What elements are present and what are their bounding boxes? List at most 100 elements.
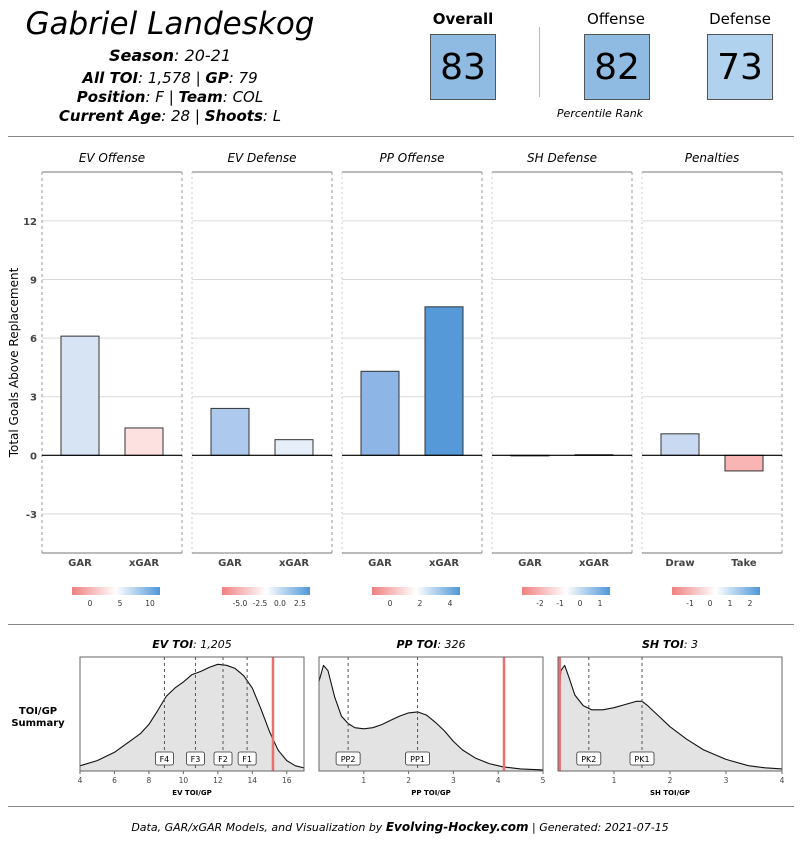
line-label-pp2: PP2 bbox=[341, 755, 356, 764]
x-tick-label: 4 bbox=[496, 776, 501, 785]
x-tick-label: 12 bbox=[213, 776, 223, 785]
x-tick-label: Take bbox=[731, 558, 757, 569]
x-tick-label: 8 bbox=[147, 776, 152, 785]
line-label-box bbox=[237, 751, 257, 766]
x-tick-label: 3 bbox=[724, 776, 729, 785]
team-label: Team bbox=[178, 88, 223, 106]
legend-tick-label: 1 bbox=[728, 599, 733, 608]
x-tick-label: xGAR bbox=[579, 558, 609, 569]
toi-title-label: PP TOI bbox=[396, 638, 437, 651]
legend-colorbar bbox=[522, 587, 610, 595]
toi-title-label: EV TOI bbox=[152, 638, 193, 651]
x-tick-label: GAR bbox=[518, 558, 542, 569]
density-line bbox=[318, 664, 544, 771]
legend-tick-label: -5.0 bbox=[233, 599, 248, 608]
line-label-box bbox=[213, 751, 233, 766]
panel-title: PP Offense bbox=[379, 151, 444, 165]
x-tick-label: xGAR bbox=[279, 558, 309, 569]
offense-label: Offense bbox=[587, 10, 645, 28]
legend-tick-label: 0 bbox=[578, 599, 583, 608]
middle-divider bbox=[8, 624, 794, 625]
overall-label: Overall bbox=[432, 10, 494, 28]
season-label: Season bbox=[108, 46, 175, 65]
ratings-divider bbox=[539, 27, 540, 97]
line-label-f4: F4 bbox=[160, 755, 170, 764]
x-tick-label: 16 bbox=[282, 776, 292, 785]
legend-tick-label: 2.5 bbox=[294, 599, 306, 608]
x-tick-label: xGAR bbox=[129, 558, 159, 569]
panel-title: Penalties bbox=[685, 151, 740, 165]
y-tick-label: -3 bbox=[26, 510, 37, 521]
legend-tick-label: 1 bbox=[598, 599, 603, 608]
line-label-box bbox=[155, 751, 174, 766]
legend-tick-label: 0.0 bbox=[274, 599, 286, 608]
legend-tick-label: -2.5 bbox=[253, 599, 268, 608]
panel-title: EV Defense bbox=[227, 151, 296, 165]
bar-xgar bbox=[274, 439, 314, 456]
toi-panel-frame bbox=[79, 656, 305, 772]
shoots-value: L bbox=[272, 107, 282, 125]
toi-panel-frame bbox=[318, 656, 544, 772]
toi-panel-pp-toi: PP TOI: 326 PP2 PP1 1 2 3 4 5 PP TOI/GP bbox=[318, 638, 546, 797]
x-axis-label: PP TOI/GP bbox=[411, 789, 450, 797]
position-line: Position: F | Team: COL bbox=[76, 88, 264, 106]
panel-title: EV Offense bbox=[79, 151, 145, 165]
line-label-f1: F1 bbox=[242, 755, 252, 764]
x-tick-label: 2 bbox=[406, 776, 411, 785]
x-tick-label: 1 bbox=[361, 776, 366, 785]
y-tick-label: 12 bbox=[23, 217, 37, 228]
line-label-box bbox=[576, 751, 602, 766]
line-label-pk2: PK2 bbox=[581, 755, 596, 764]
defense-score: 73 bbox=[707, 34, 773, 100]
y-tick-label: 3 bbox=[30, 393, 37, 404]
legend-colorbar bbox=[222, 587, 310, 595]
position-value: F bbox=[155, 88, 164, 106]
footer-suffix: | Generated: 2021-07-15 bbox=[528, 821, 669, 834]
defense-label: Defense bbox=[709, 10, 771, 28]
age-line: Current Age: 28 | Shoots: L bbox=[58, 107, 282, 125]
line-label-box bbox=[405, 751, 430, 766]
density-line bbox=[557, 664, 783, 770]
density-area bbox=[319, 665, 543, 771]
toi-label: All TOI bbox=[82, 69, 139, 87]
gar-panel-pp-offense: PP Offense GAR xGAR 0 2 4 bbox=[341, 151, 483, 608]
x-axis-label: EV TOI/GP bbox=[172, 789, 211, 797]
bar-take bbox=[724, 454, 764, 472]
toi-panel-title: PP TOI: 326 bbox=[396, 638, 465, 651]
footer-brand[interactable]: Evolving-Hockey.com bbox=[385, 820, 529, 834]
bar-gar bbox=[60, 335, 100, 456]
x-tick-label: GAR bbox=[218, 558, 242, 569]
line-label-box bbox=[335, 751, 361, 766]
density-area bbox=[80, 664, 304, 771]
season-value: 20-21 bbox=[184, 46, 232, 65]
legend-tick-label: -2 bbox=[536, 599, 544, 608]
footer-divider bbox=[8, 806, 794, 807]
x-tick-label: 4 bbox=[78, 776, 83, 785]
line-label-f3: F3 bbox=[191, 755, 201, 764]
summary-label-line1: TOI/GP bbox=[19, 706, 57, 717]
position-label: Position bbox=[76, 88, 146, 106]
legend-tick-label: 10 bbox=[145, 599, 155, 608]
toi-panel-title: SH TOI: 3 bbox=[642, 638, 698, 651]
footer-credit: Data, GAR/xGAR Models, and Visualization… bbox=[0, 820, 800, 834]
x-tick-label: 2 bbox=[668, 776, 673, 785]
header-divider bbox=[8, 136, 794, 137]
bar-draw bbox=[660, 433, 700, 456]
x-tick-label: 3 bbox=[451, 776, 456, 785]
player-name: Gabriel Landeskog bbox=[25, 6, 315, 42]
toi-panel-title: EV TOI: 1,205 bbox=[152, 638, 232, 651]
x-tick-label: 10 bbox=[179, 776, 189, 785]
x-tick-label: GAR bbox=[68, 558, 92, 569]
legend-tick-label: 0 bbox=[708, 599, 713, 608]
legend-tick-label: -1 bbox=[556, 599, 564, 608]
x-tick-label: 4 bbox=[780, 776, 785, 785]
summary-label-line2: Summary bbox=[11, 718, 65, 729]
gar-panel-penalties: Penalties Draw Take -1 0 1 2 bbox=[641, 151, 783, 608]
line-label-pp1: PP1 bbox=[410, 755, 425, 764]
toi-panel-ev-toi: EV TOI: 1,205 F4 F3 F2 F1 4 6 8 10 12 14 16 EV TOI/G… bbox=[78, 638, 305, 797]
y-tick-label: 6 bbox=[30, 334, 37, 345]
x-tick-label: Draw bbox=[665, 558, 694, 569]
legend-tick-label: 0 bbox=[88, 599, 93, 608]
legend-tick-label: 2 bbox=[748, 599, 753, 608]
line-label-f2: F2 bbox=[218, 755, 228, 764]
